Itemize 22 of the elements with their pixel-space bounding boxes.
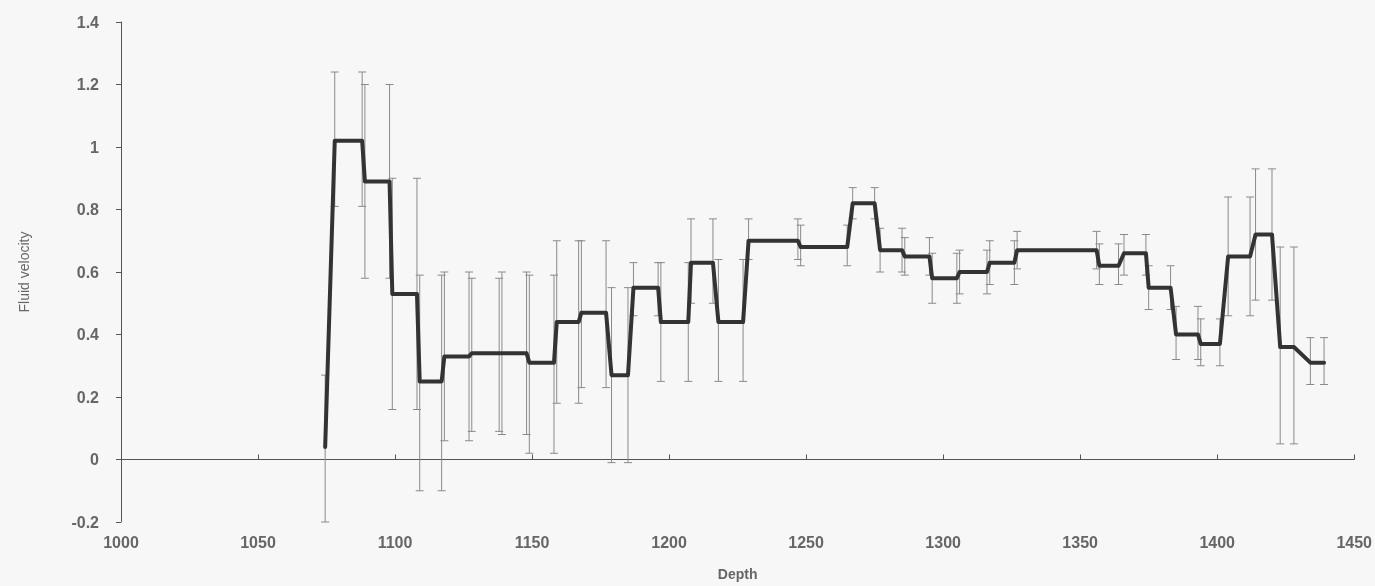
- y-tick-label: 1: [90, 138, 100, 156]
- y-tick-label: 1.4: [76, 13, 100, 31]
- x-tick-label: 1350: [1062, 533, 1099, 551]
- y-tick-label: -0.2: [71, 513, 100, 531]
- y-tick-label: 0.4: [76, 326, 100, 343]
- line-series: [323, 138, 1327, 449]
- x-axis-title: Depth: [717, 566, 758, 582]
- y-tick-label: 0.6: [76, 263, 100, 281]
- x-tick-label: 1300: [925, 533, 962, 551]
- x-tick-label: 1050: [240, 533, 276, 551]
- x-tick-label: 1450: [1336, 533, 1373, 551]
- x-tick-label: 1150: [514, 533, 550, 551]
- y-axis-title: Fluid velocity: [16, 231, 32, 313]
- x-tick-label: 1250: [788, 533, 825, 551]
- x-tick-label: 1400: [1199, 533, 1236, 551]
- x-tick-label: 1200: [651, 533, 687, 551]
- y-tick-label: 0.8: [76, 201, 100, 218]
- x-tick-label: 1100: [377, 533, 413, 551]
- y-tick-label: 0: [90, 451, 100, 468]
- y-tick-label: 0.2: [76, 388, 100, 406]
- y-tick-label: 1.2: [76, 76, 100, 93]
- x-tick-label: 1000: [103, 533, 139, 551]
